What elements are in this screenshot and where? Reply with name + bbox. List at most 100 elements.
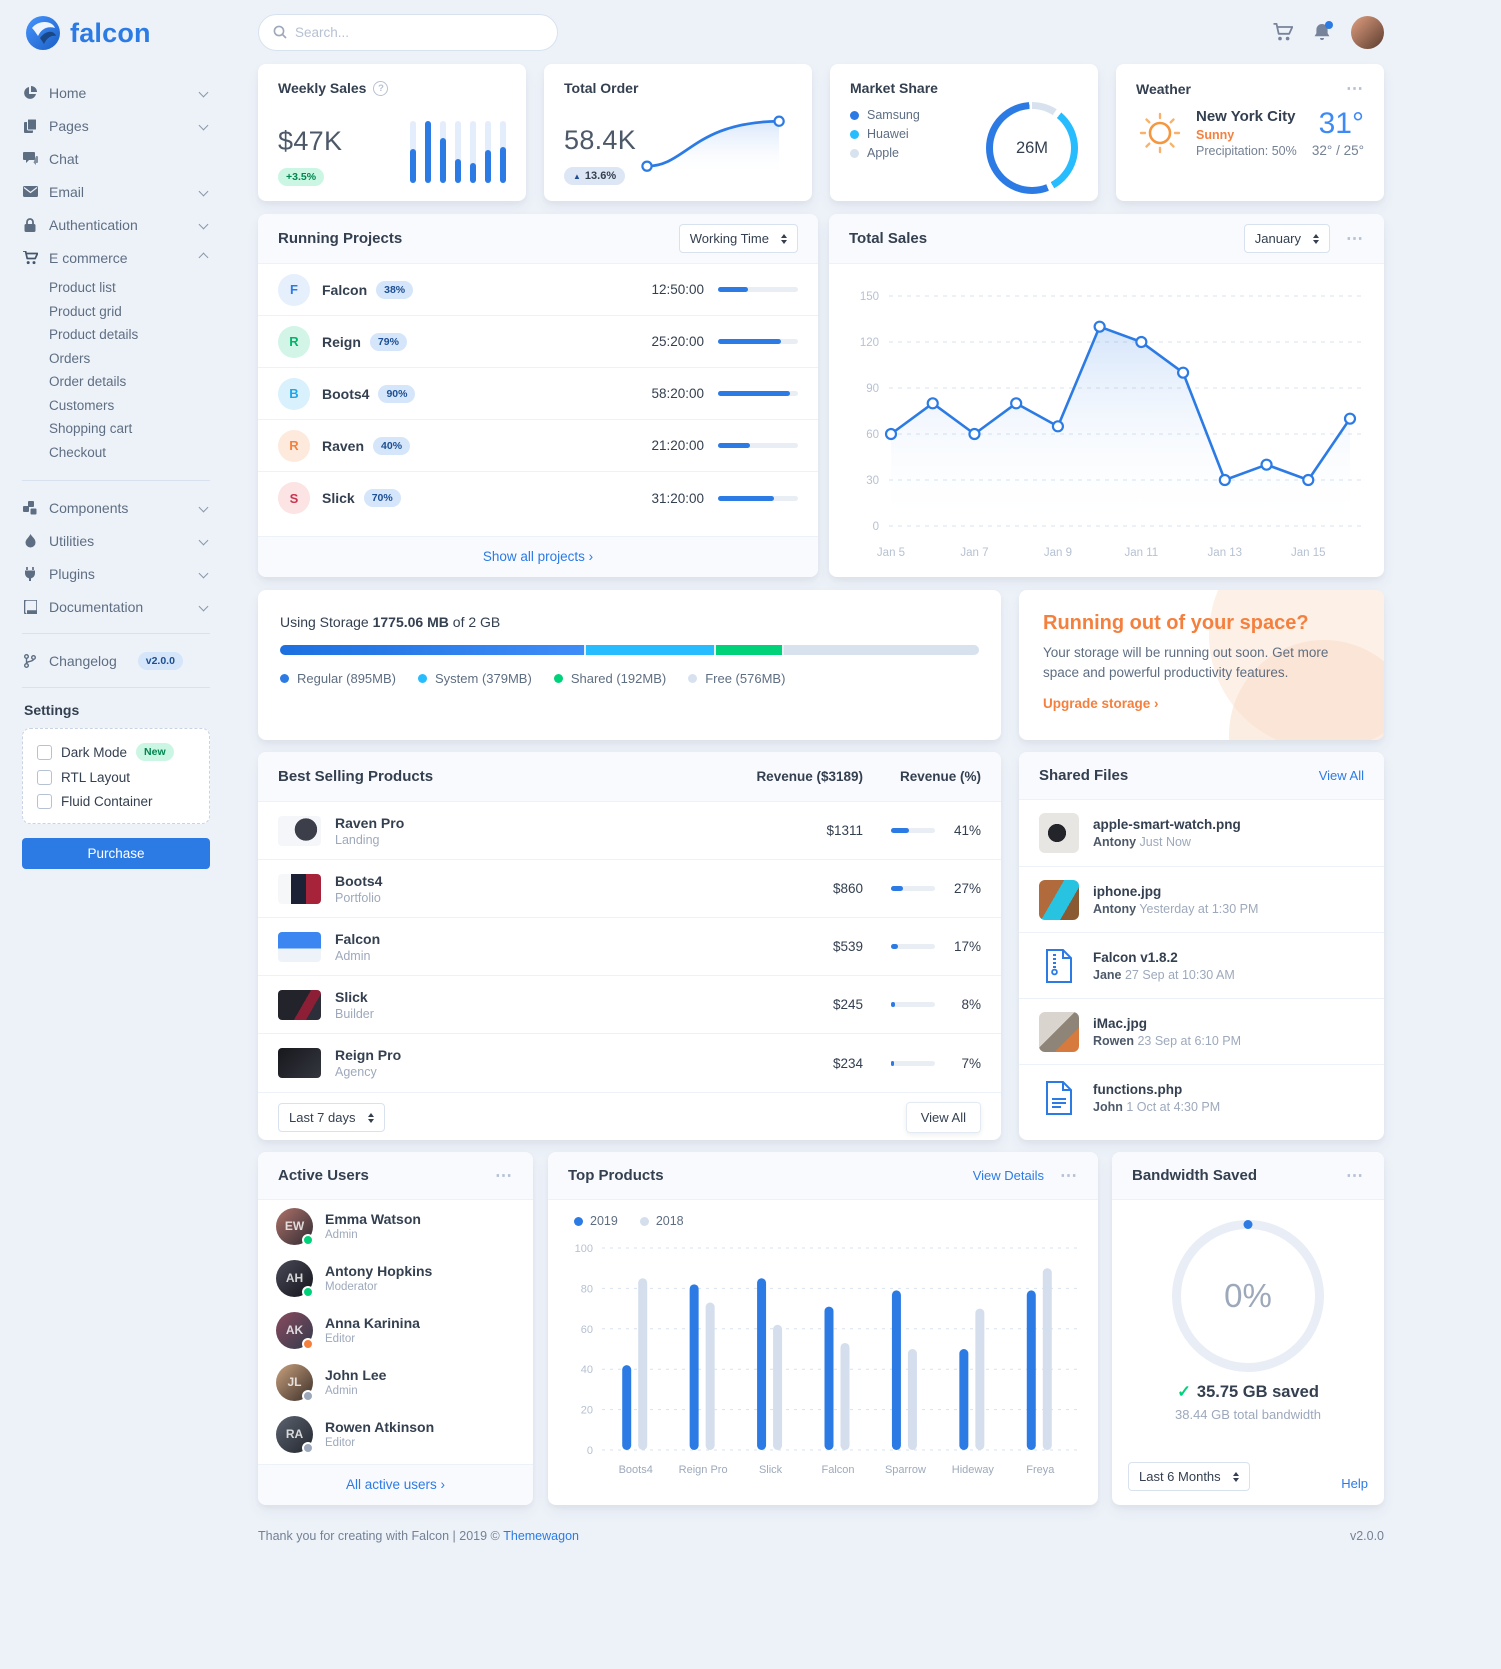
project-name[interactable]: Reign [322,333,361,350]
project-name[interactable]: Boots4 [322,385,370,402]
file-name[interactable]: functions.php [1093,1081,1183,1097]
dark-mode-checkbox[interactable] [37,744,52,760]
purchase-button[interactable]: Purchase [22,838,210,869]
sidebar-item-utilities[interactable]: Utilities [22,524,210,557]
project-name[interactable]: Raven [322,437,365,454]
product-revenue: $234 [832,1055,863,1071]
product-name[interactable]: Reign Pro [335,1047,402,1063]
themewagon-link[interactable]: Themewagon [503,1529,579,1543]
sidebar-item-plugins[interactable]: Plugins [22,557,210,590]
card-menu-dots[interactable]: ⋯ [1346,79,1364,98]
legend-dot [850,149,859,158]
svg-text:0: 0 [587,1445,593,1457]
card-menu-dots[interactable]: ⋯ [1060,1166,1078,1185]
sidebar-subitem-customers[interactable]: Customers [49,397,115,413]
book-icon [22,599,38,614]
sidebar-subitem-product-details[interactable]: Product details [49,327,139,342]
svg-text:150: 150 [860,291,879,303]
best-selling-list: Raven Pro Landing $1311 41% Boots4 Portf… [258,802,1001,1092]
sidebar-item-email[interactable]: Email [22,175,210,208]
sidebar-item-home[interactable]: Home [22,76,210,109]
file-name[interactable]: iMac.jpg [1093,1015,1148,1031]
months-select[interactable]: Last 6 Months [1128,1462,1250,1491]
view-all-button[interactable]: View All [905,1102,981,1133]
product-name[interactable]: Falcon [335,930,381,947]
total-sales-line-chart: 0 30 60 90 120 150 Jan 5 Jan 7 Jan 9 Jan 11 Jan 13… [860,291,1362,559]
file-name[interactable]: Falcon v1.8.2 [1093,949,1178,965]
help-icon[interactable]: ? [373,80,389,96]
sidebar-item-changelog[interactable]: Changelog v2.0.0 [22,644,210,677]
user-name[interactable]: John Lee [325,1367,387,1383]
project-row: R Reign 79% 25:20:00 [258,316,818,368]
list-item: functions.php John 1 Oct at 4:30 PM [1019,1064,1384,1130]
project-name[interactable]: Slick [322,490,355,506]
product-name[interactable]: Raven Pro [335,814,405,831]
card-menu-dots[interactable]: ⋯ [1346,229,1364,248]
file-user: Jane [1093,967,1122,982]
fluid-container-checkbox[interactable] [37,794,52,809]
caret-up-icon: ▲ [573,171,581,181]
svg-text:Falcon: Falcon [821,1464,854,1476]
product-name[interactable]: Boots4 [335,872,383,889]
working-time-select[interactable]: Working Time [678,224,798,253]
best-selling-products-card: Best Selling Products Revenue ($3189) Re… [258,752,1001,1140]
sidebar-item-components[interactable]: Components [22,491,210,524]
user-avatar[interactable] [1351,15,1384,49]
sidebar-subitem-order-details[interactable]: Order details [49,374,127,389]
status-dot [302,1389,314,1402]
zip-file-icon [1039,946,1079,986]
card-menu-dots[interactable]: ⋯ [495,1166,513,1185]
sidebar-item-pages[interactable]: Pages [22,109,210,142]
svg-text:60: 60 [866,429,879,441]
svg-text:80: 80 [581,1283,593,1295]
sidebar-item-documentation[interactable]: Documentation [22,590,210,623]
user-name[interactable]: Antony Hopkins [325,1263,433,1279]
navbar-actions [1273,15,1384,49]
sidebar-item-chat[interactable]: Chat [22,142,210,175]
svg-text:Slick: Slick [759,1464,783,1476]
weekly-sales-bar-chart [410,121,506,185]
month-select[interactable]: January [1243,224,1330,253]
stats-row: Weekly Sales ? $47K +3.5% Total Order 58… [258,64,1384,201]
projects-list: F Falcon 38% 12:50:00 R Reign 79% 25:20:… [258,264,818,524]
card-menu-dots[interactable]: ⋯ [1346,1166,1364,1185]
upgrade-storage-link[interactable]: Upgrade storage › [1043,696,1159,712]
svg-text:Jan 9: Jan 9 [1044,547,1072,559]
sidebar-subitem-product-list[interactable]: Product list [49,280,116,295]
lock-icon [22,217,38,232]
project-name[interactable]: Falcon [322,281,368,298]
file-name[interactable]: iphone.jpg [1093,883,1162,899]
legend-item: Samsung [850,106,920,125]
search-box [258,13,558,51]
storage-row: Using Storage 1775.06 MB of 2 GB Regular… [258,590,1384,740]
view-details-link[interactable]: View Details [972,1168,1044,1183]
user-name[interactable]: Anna Karinina [325,1315,420,1331]
all-active-users-link[interactable]: All active users › [345,1477,446,1492]
sidebar-subitem-checkout[interactable]: Checkout [49,444,107,460]
brand-logo[interactable]: falcon [22,14,210,52]
sidebar-item-authentication[interactable]: Authentication [22,208,210,241]
product-pct: 27% [953,881,981,896]
chart-pie-icon [22,85,38,100]
user-name[interactable]: Emma Watson [325,1211,421,1227]
sidebar-subitem-shopping-cart[interactable]: Shopping cart [49,421,133,436]
shopping-cart-icon[interactable] [1273,23,1293,41]
search-input[interactable] [295,24,543,40]
show-all-projects-link[interactable]: Show all projects › [482,549,594,564]
legend-dot [280,674,289,683]
sidebar-item-ecommerce[interactable]: E commerce [22,241,210,274]
file-time: Yesterday at 1:30 PM [1139,901,1259,916]
help-link[interactable]: Help [1341,1476,1368,1491]
file-name[interactable]: apple-smart-watch.png [1093,817,1241,832]
sidebar-subitem-product-grid[interactable]: Product grid [49,303,122,319]
product-name[interactable]: Slick [335,988,368,1005]
bandwidth-total: 38.44 GB total bandwidth [1175,1407,1321,1422]
view-all-link[interactable]: View All [1318,768,1364,783]
sidebar-subitem-orders[interactable]: Orders [49,350,91,366]
fluid-container-option: Fluid Container [37,794,195,809]
notifications-bell[interactable] [1313,20,1333,42]
sidebar-item-label: Plugins [49,565,95,582]
user-name[interactable]: Rowen Atkinson [325,1419,435,1435]
rtl-layout-checkbox[interactable] [37,770,52,785]
period-select[interactable]: Last 7 days [278,1103,385,1132]
